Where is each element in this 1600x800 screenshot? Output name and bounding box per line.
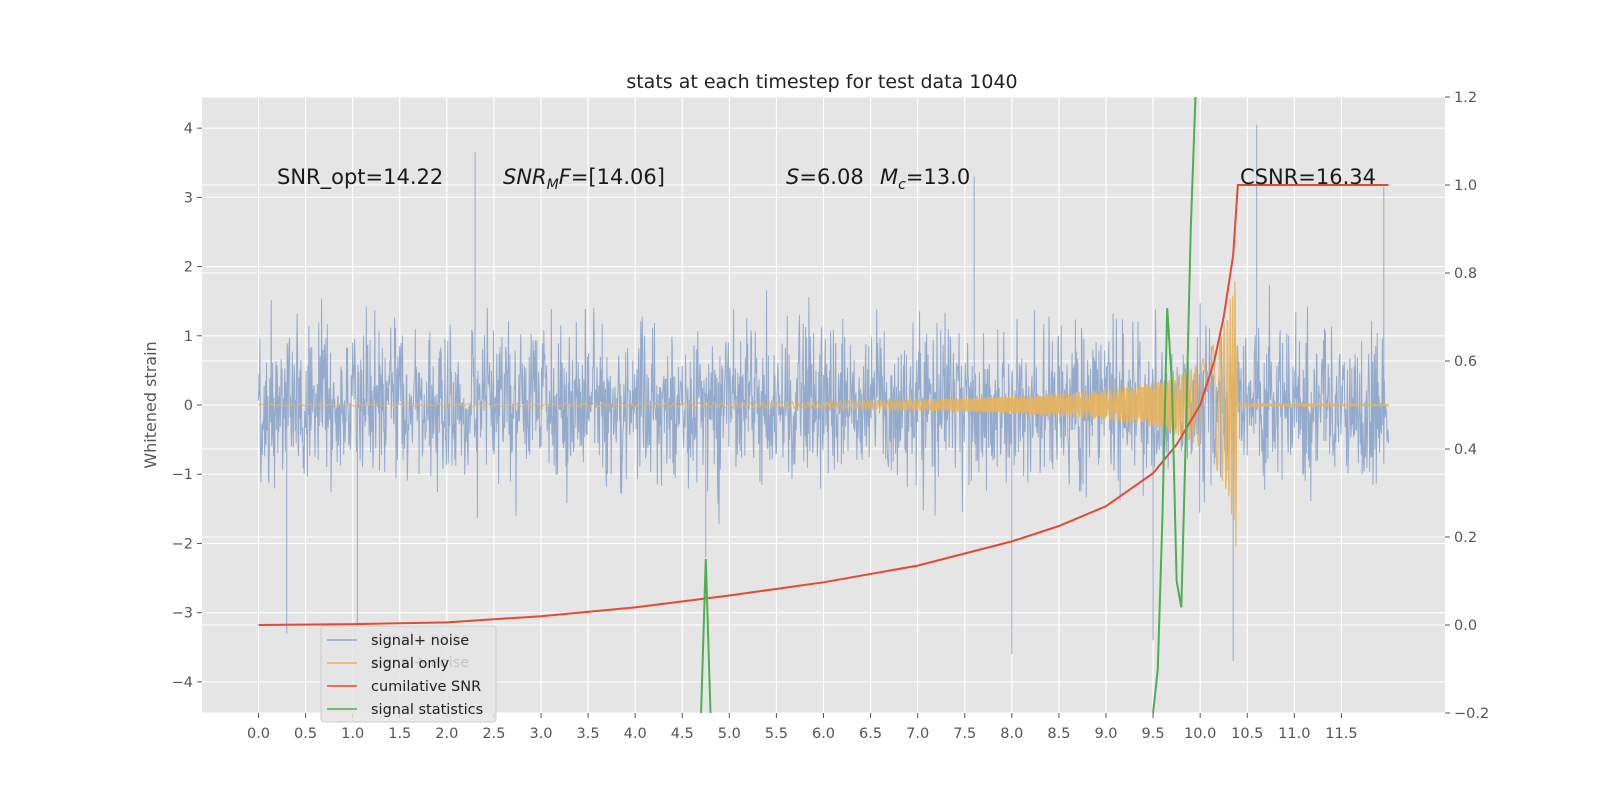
y-axis-label: Whitened strain [141,341,160,468]
x-tick-label: 7.5 [953,726,976,742]
annotation-snr-opt: SNR_opt=14.22 [277,165,443,190]
x-tick-label: 1.0 [341,726,364,742]
x-tick-label: 3.5 [577,726,600,742]
signal-statistics-series [700,96,1197,714]
annotation-mc-val: =13.0 [906,165,970,189]
annotation-s-sym: S [786,165,799,189]
y-tick-label: −2 [172,536,193,552]
legend-ghost-1: signal+ noise [371,631,469,647]
legend-box [320,625,497,723]
annotation-snr-mf-tail: =[14.06] [571,165,665,189]
x-tick-label: 8.0 [1000,726,1023,742]
x-tick-label: 8.5 [1047,726,1070,742]
x-tick-label: 10.0 [1184,726,1216,742]
x-tick-label: 7.0 [906,726,929,742]
signal-noise-series [258,124,1389,662]
x-tick-label: 10.5 [1231,726,1263,742]
y-tick-label: 0 [184,398,193,414]
x-tick-label: 4.0 [624,726,647,742]
signal-only-series [258,281,1390,548]
y-tick-label: −3 [172,606,193,622]
signal-statistics-line-b [1152,96,1197,714]
annotation-mc-sub: c [898,177,906,193]
annotation-snr-mf-base: SNR [503,165,547,189]
annotation-snr-mf: SNRMF=[14.06] [503,165,665,193]
y2-tick-label: 0.4 [1454,442,1477,458]
y-tick-label: 4 [184,121,193,137]
annotation-mc: Mc=13.0 [880,165,970,193]
legend-label-cumilative-snr: cumilative SNR [371,679,481,695]
signal-noise-line [258,124,1389,662]
y2-tick-label: 0.8 [1454,266,1477,282]
annotation-snr-mf-sub: M [547,177,559,193]
legend-ghost-2: signal+ noise [371,655,469,671]
y-tick-label: 2 [184,260,193,276]
x-tick-label: 6.0 [812,726,835,742]
x-tick-label: 11.5 [1325,726,1357,742]
axes-layer: −4 −3 −2 −1 0 1 2 3 4 −0.2 0.0 0.2 0.4 0.6 0.8 1.0 1.2 0.… [172,90,1490,742]
x-tick-label: 5.0 [718,726,741,742]
x-tick-label: 1.5 [388,726,411,742]
annotation-s: S=6.08 [786,165,864,189]
legend-label-signal-statistics: signal statistics [371,702,483,718]
x-tick-label: 6.5 [859,726,882,742]
x-tick-label: 0.0 [247,726,270,742]
y2-tick-label: 0.0 [1454,618,1477,634]
x-tick-label: 9.0 [1094,726,1117,742]
annotation-snr-mf-tail-f: F [559,165,572,189]
annotation-mc-sym: M [880,165,898,189]
x-tick-label: 9.5 [1142,726,1165,742]
y2-tick-label: 0.6 [1454,354,1477,370]
y-tick-label: −1 [172,467,193,483]
y2-tick-label: 1.0 [1454,178,1477,194]
y-tick-label: 1 [184,329,193,345]
annotation-csnr: CSNR=16.34 [1240,165,1376,189]
y2-tick-label: 1.2 [1454,90,1477,106]
legend-label-signal-only: signal only [371,656,450,672]
x-tick-label: 5.5 [765,726,788,742]
y-tick-label: 3 [184,190,193,206]
cumulative-snr-series [258,184,1389,626]
x-tick-label: 3.0 [529,726,552,742]
legend: signal+ noise signal+ noise signal+ nois… [320,625,497,723]
x-tick-label: 2.5 [482,726,505,742]
x-tick-label: 0.5 [294,726,317,742]
chart-title: stats at each timestep for test data 104… [626,71,1017,93]
signal-statistics-line-a [700,558,712,714]
x-tick-label: 2.0 [435,726,458,742]
y2-tick-label: −0.2 [1454,706,1489,722]
y2-tick-label: 0.2 [1454,530,1477,546]
y-tick-label: −4 [172,675,193,691]
x-tick-label: 11.0 [1278,726,1310,742]
cumulative-snr-line [258,184,1389,626]
legend-label-signal-noise: signal+ noise [371,633,469,649]
signal-only-line [258,281,1390,548]
x-tick-label: 4.5 [671,726,694,742]
annotation-s-val: =6.08 [799,165,863,189]
